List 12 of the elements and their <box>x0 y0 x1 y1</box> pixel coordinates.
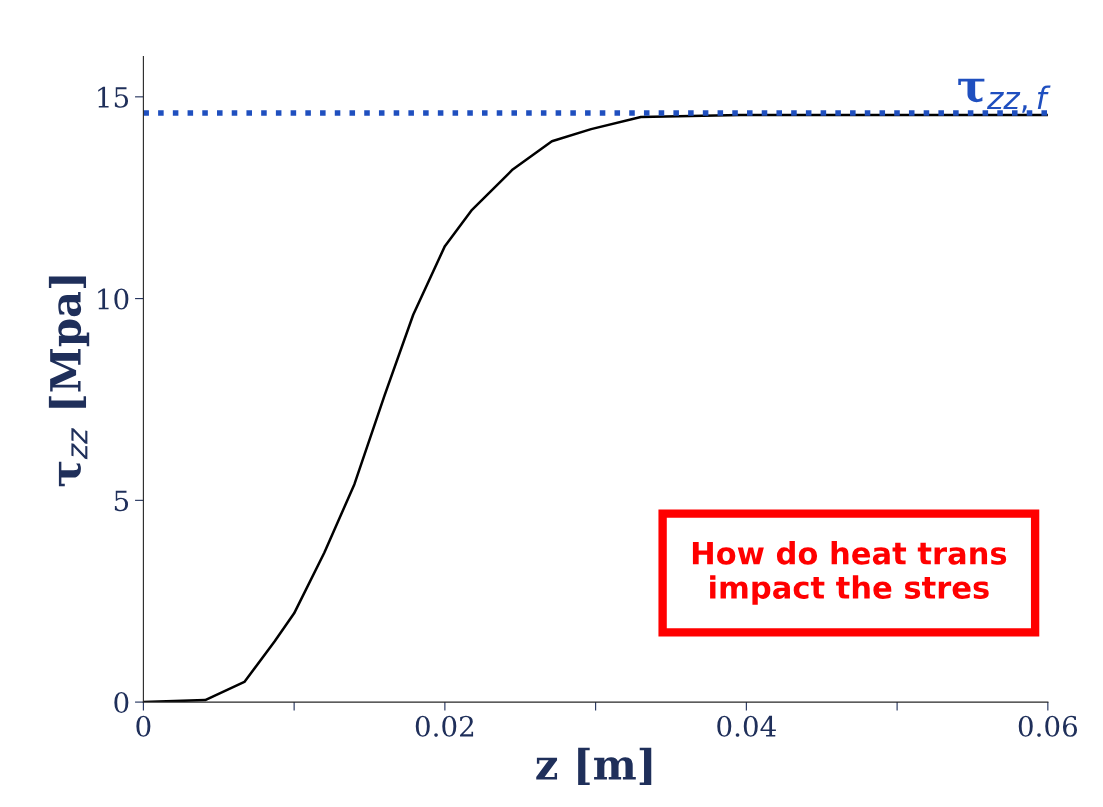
y-tick-label: 15 <box>98 86 129 108</box>
y-tick-label: 0 <box>114 692 129 714</box>
x-tick-label: 0.04 <box>717 715 776 737</box>
ref-line-label: τ$_{zz,f}$ <box>958 78 1051 113</box>
y-tick-label: 10 <box>98 288 129 310</box>
x-tick-label: 0.02 <box>415 715 474 737</box>
y-tick-label: 5 <box>114 490 129 512</box>
y-axis-title: τ$_{zz}$ [Mpa] <box>48 276 90 487</box>
annotation: How do heat trans impact the stres <box>692 541 1007 605</box>
x-tick-label: 0.06 <box>1018 715 1078 737</box>
x-tick-label: 0 <box>136 715 151 737</box>
x-axis-title: z [m] <box>536 747 652 785</box>
